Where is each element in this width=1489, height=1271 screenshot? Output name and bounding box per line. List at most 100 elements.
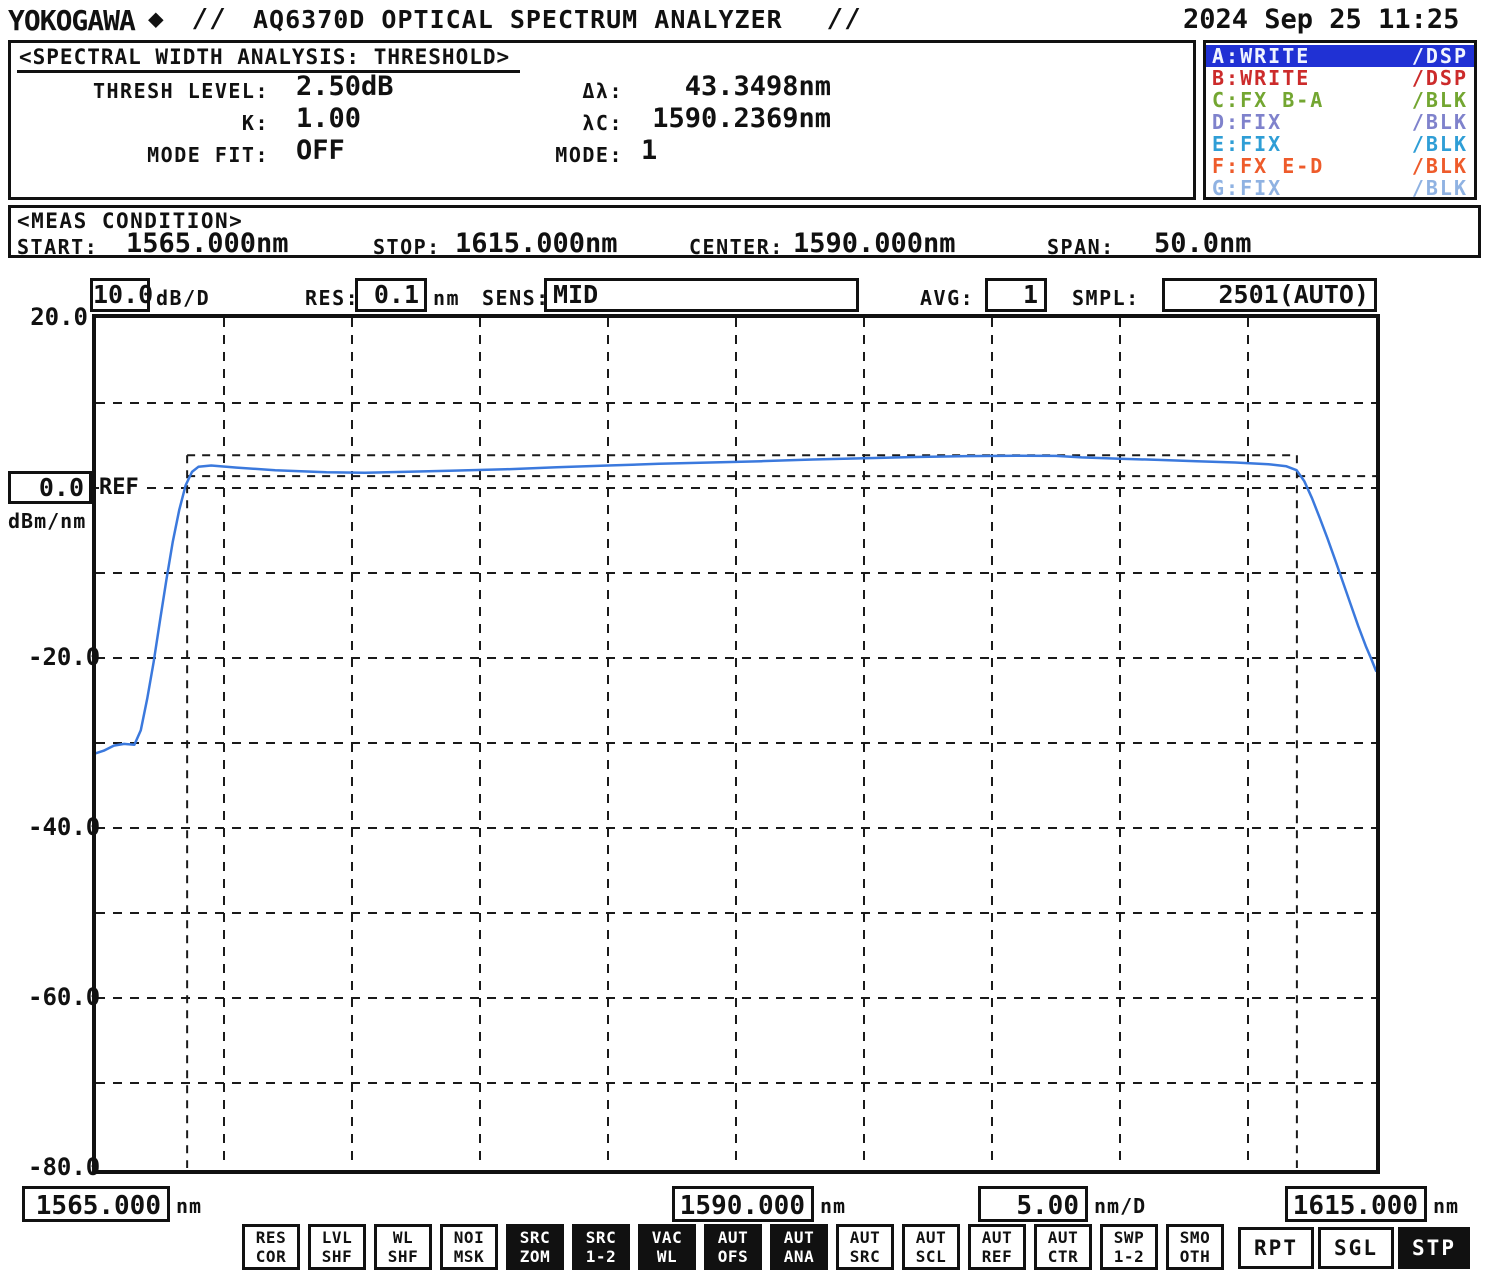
- smpl-value-box[interactable]: 2501(AUTO): [1162, 278, 1377, 312]
- thresh-level-label: THRESH LEVEL:: [92, 79, 269, 103]
- y-tick--20: -20.0: [28, 643, 101, 671]
- legend-trace-label: E:FIX: [1212, 132, 1283, 156]
- center-wavelength-unit: nm: [820, 1194, 847, 1218]
- softkey-aut-scl[interactable]: AUT SCL: [902, 1224, 960, 1270]
- legend-trace-label: F:FX E-D: [1212, 154, 1325, 178]
- x-scale-unit: nm/D: [1094, 1194, 1147, 1218]
- softkey-vac-wl[interactable]: VAC WL: [638, 1224, 696, 1270]
- level-scale-box[interactable]: 10.0: [90, 278, 153, 312]
- softkey-aut-ofs[interactable]: AUT OFS: [704, 1224, 762, 1270]
- softkey-smo-oth[interactable]: SMO OTH: [1166, 1224, 1224, 1270]
- legend-trace-status: /DSP: [1411, 66, 1468, 90]
- thresh-level-value: 2.50dB: [296, 71, 394, 102]
- lambda-c-label: λC:: [582, 111, 623, 135]
- x-scale-box[interactable]: 5.00: [978, 1186, 1088, 1222]
- mode-fit-label: MODE FIT:: [147, 143, 269, 167]
- legend-trace-status: /BLK: [1411, 154, 1468, 178]
- k-value: 1.00: [296, 103, 362, 134]
- legend-trace-status: /DSP: [1411, 44, 1468, 68]
- legend-row-D[interactable]: D:FIX/BLK: [1206, 111, 1474, 133]
- legend-trace-label: A:WRITE: [1212, 44, 1311, 68]
- y-tick--40: -40.0: [28, 813, 101, 841]
- y-tick-20: 20.0: [30, 303, 88, 331]
- meas-condition-panel: <MEAS CONDITION> START: 1565.000nm STOP:…: [8, 205, 1481, 259]
- legend-trace-label: D:FIX: [1212, 110, 1283, 134]
- legend-trace-label: G:FIX: [1212, 176, 1283, 200]
- spectrum-chart: [96, 318, 1376, 1168]
- res-label: RES:: [305, 286, 360, 310]
- sweep-key-rpt[interactable]: RPT: [1238, 1227, 1314, 1269]
- delta-lambda-value: 43.3498nm: [684, 71, 831, 102]
- legend-row-B[interactable]: B:WRITE/DSP: [1206, 67, 1474, 89]
- trace-legend: A:WRITE/DSP B:WRITE/DSP C:FX B-A/BLK D:FIX /…: [1203, 40, 1477, 200]
- ref-marker-label: REF: [99, 475, 141, 500]
- level-scale-unit: dB/D: [156, 286, 211, 310]
- ref-level-box[interactable]: 0.0: [8, 471, 92, 504]
- y-tick--80: -80.0: [28, 1153, 101, 1181]
- sens-label: SENS:: [482, 286, 550, 310]
- start-label: START:: [17, 235, 99, 259]
- brand-logo: YOKOGAWA: [8, 4, 136, 37]
- trace-a-curve: [96, 454, 1376, 755]
- legend-row-C[interactable]: C:FX B-A/BLK: [1206, 89, 1474, 111]
- delta-lambda-label: Δλ:: [582, 79, 623, 103]
- start-wavelength-box[interactable]: 1565.000: [22, 1186, 170, 1222]
- header-slash-right: //: [828, 4, 864, 34]
- k-label: K:: [241, 111, 269, 135]
- softkey-src-1-2[interactable]: SRC 1-2: [572, 1224, 630, 1270]
- softkey-aut-src[interactable]: AUT SRC: [836, 1224, 894, 1270]
- avg-label: AVG:: [920, 286, 975, 310]
- page-title: AQ6370D OPTICAL SPECTRUM ANALYZER: [253, 5, 783, 34]
- start-value[interactable]: 1565.000nm: [126, 228, 289, 259]
- legend-row-F[interactable]: F:FX E-D/BLK: [1206, 155, 1474, 177]
- center-label: CENTER:: [689, 235, 784, 259]
- legend-trace-status: /BLK: [1411, 88, 1468, 112]
- meas-panel-title: <MEAS CONDITION>: [17, 209, 244, 233]
- mode-label: MODE:: [555, 143, 623, 167]
- legend-trace-status: /BLK: [1411, 176, 1468, 200]
- softkey-res-cor[interactable]: RES COR: [242, 1224, 300, 1270]
- avg-value-box[interactable]: 1: [985, 278, 1047, 312]
- center-wavelength-box[interactable]: 1590.000: [672, 1186, 814, 1222]
- span-value[interactable]: 50.0nm: [1154, 228, 1252, 259]
- analysis-panel-title: <SPECTRAL WIDTH ANALYSIS: THRESHOLD>: [17, 45, 521, 73]
- res-value-box[interactable]: 0.1: [355, 278, 427, 312]
- legend-row-G[interactable]: G:FIX/BLK: [1206, 177, 1474, 199]
- spectral-width-analysis-panel: <SPECTRAL WIDTH ANALYSIS: THRESHOLD> THR…: [8, 40, 1196, 200]
- y-axis-unit: dBm/nm: [8, 509, 87, 533]
- softkey-wl-shf[interactable]: WL SHF: [374, 1224, 432, 1270]
- sweep-key-stp[interactable]: STP: [1398, 1227, 1470, 1269]
- softkey-lvl-shf[interactable]: LVL SHF: [308, 1224, 366, 1270]
- mode-fit-value: OFF: [296, 135, 345, 166]
- legend-trace-label: C:FX B-A: [1212, 88, 1325, 112]
- softkey-aut-ref[interactable]: AUT REF: [968, 1224, 1026, 1270]
- start-wavelength-unit: nm: [176, 1194, 203, 1218]
- y-tick--60: -60.0: [28, 983, 101, 1011]
- stop-label: STOP:: [373, 235, 441, 259]
- legend-trace-label: B:WRITE: [1212, 66, 1311, 90]
- legend-trace-status: /BLK: [1411, 132, 1468, 156]
- header-slash-left: //: [193, 4, 229, 34]
- mode-value: 1: [641, 135, 658, 166]
- datetime: 2024 Sep 25 11:25: [1183, 4, 1460, 35]
- softkey-src-zom[interactable]: SRC ZOM: [506, 1224, 564, 1270]
- lambda-c-value: 1590.2369nm: [652, 103, 831, 134]
- center-value[interactable]: 1590.000nm: [793, 228, 956, 259]
- softkey-swp-1-2[interactable]: SWP 1-2: [1100, 1224, 1158, 1270]
- legend-row-E[interactable]: E:FIX/BLK: [1206, 133, 1474, 155]
- brand-diamond-icon: ◆: [148, 4, 164, 34]
- softkey-aut-ana[interactable]: AUT ANA: [770, 1224, 828, 1270]
- sens-value-box[interactable]: MID: [544, 278, 859, 312]
- softkey-aut-ctr[interactable]: AUT CTR: [1034, 1224, 1092, 1270]
- legend-trace-status: /BLK: [1411, 110, 1468, 134]
- span-label: SPAN:: [1047, 235, 1115, 259]
- stop-wavelength-unit: nm: [1433, 1194, 1460, 1218]
- legend-row-A[interactable]: A:WRITE/DSP: [1206, 45, 1474, 67]
- softkey-noi-msk[interactable]: NOI MSK: [440, 1224, 498, 1270]
- stop-wavelength-box[interactable]: 1615.000: [1285, 1186, 1427, 1222]
- res-unit: nm: [433, 286, 461, 310]
- sweep-key-sgl[interactable]: SGL: [1318, 1227, 1394, 1269]
- stop-value[interactable]: 1615.000nm: [455, 228, 618, 259]
- smpl-label: SMPL:: [1072, 286, 1140, 310]
